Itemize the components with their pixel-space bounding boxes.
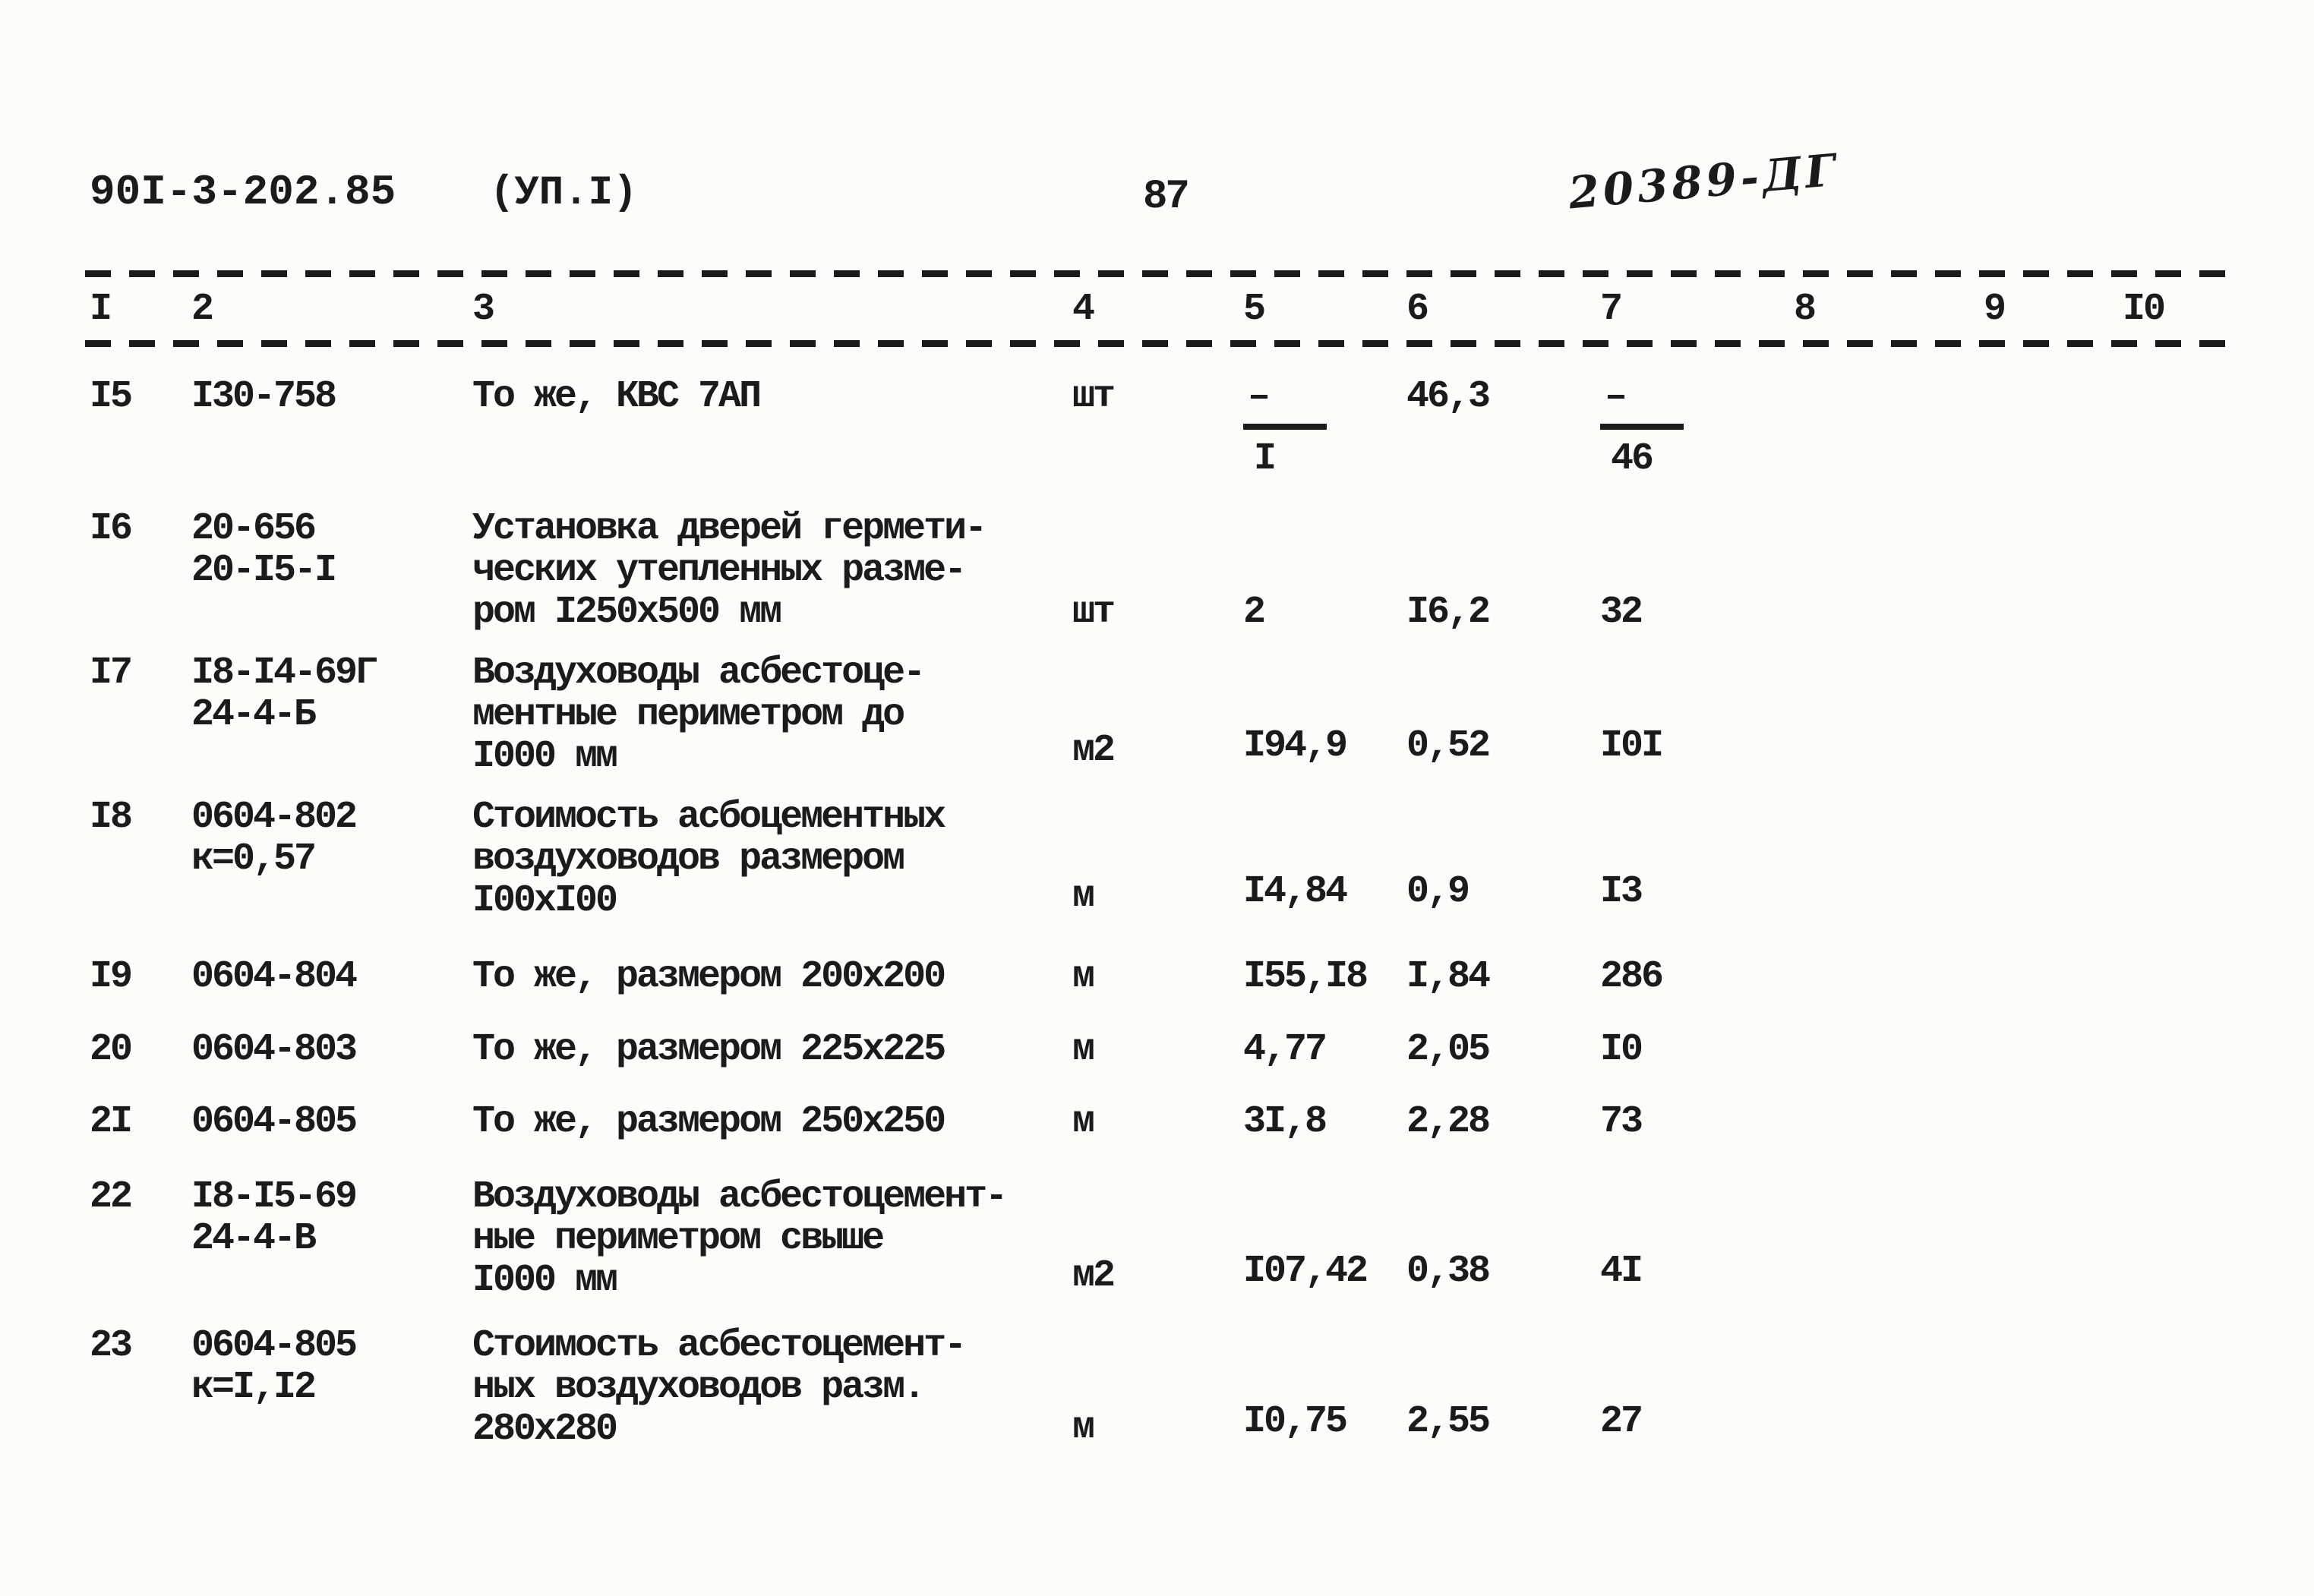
total-cell: I0I	[1600, 724, 1664, 768]
row-number: I5	[90, 375, 133, 418]
unit-cell: м2	[1072, 1254, 1116, 1298]
total-cell: 32	[1600, 591, 1643, 634]
table-header-rule-bottom	[85, 340, 2242, 347]
total-cell: I0	[1600, 1028, 1643, 1071]
description-line: ментные периметром до	[472, 693, 905, 736]
quantity-fraction: – I	[1243, 378, 1327, 478]
quantity-cell: 2	[1243, 591, 1266, 634]
page-number: 87	[1143, 174, 1190, 220]
column-number-3: 3	[472, 288, 495, 331]
unit-cell: м	[1072, 1100, 1095, 1143]
code-cell-line2: 24-4-В	[191, 1217, 317, 1260]
unit-price-cell: I,84	[1406, 955, 1491, 998]
description-line: ные периметром свыше	[472, 1217, 885, 1260]
total-fraction: – 46	[1600, 378, 1684, 478]
description-line: воздуховодов размером	[472, 837, 905, 881]
row-number: I9	[90, 955, 133, 998]
row-number: 20	[90, 1028, 133, 1071]
unit-cell: шт	[1072, 591, 1116, 634]
code-cell-line2: к=I,I2	[191, 1366, 317, 1409]
unit-price-cell: 0,9	[1406, 870, 1470, 913]
quantity-cell: 3I,8	[1243, 1100, 1327, 1143]
description-line: ных воздуховодов разм.	[472, 1366, 926, 1409]
description-line: То же, размером 250х250	[472, 1100, 946, 1143]
unit-cell: м	[1072, 875, 1095, 918]
total-cell: 286	[1600, 955, 1664, 998]
unit-cell: шт	[1072, 375, 1116, 418]
unit-price-cell: 2,05	[1406, 1028, 1491, 1071]
description-line: I000 мм	[472, 735, 618, 778]
row-number: 23	[90, 1324, 133, 1367]
code-cell-line2: 20-I5-I	[191, 549, 337, 592]
code-cell: 0604-805	[191, 1100, 358, 1143]
quantity-cell: I55,I8	[1243, 955, 1369, 998]
column-number-2: 2	[191, 288, 214, 331]
total-cell: 4I	[1600, 1250, 1643, 1293]
quantity-cell: I4,84	[1243, 870, 1348, 913]
code-cell: 0604-804	[191, 955, 358, 998]
column-number-6: 6	[1406, 288, 1429, 331]
description-line: ром I250х500 мм	[472, 591, 782, 634]
description-line: I00хI00	[472, 879, 618, 923]
column-number-10: I0	[2123, 288, 2166, 331]
column-number-7: 7	[1600, 288, 1623, 331]
column-number-5: 5	[1243, 288, 1266, 331]
code-cell: 0604-803	[191, 1028, 358, 1071]
quantity-cell: 4,77	[1243, 1028, 1327, 1071]
unit-price-cell: 0,38	[1406, 1250, 1491, 1293]
quantity-cell: I07,42	[1243, 1250, 1369, 1293]
total-cell: 27	[1600, 1400, 1643, 1443]
unit-price-cell: I6,2	[1406, 591, 1491, 634]
column-number-1: I	[90, 288, 112, 331]
description-line: ческих утепленных разме-	[472, 549, 967, 592]
row-number: I6	[90, 507, 133, 550]
row-number: 2I	[90, 1100, 133, 1143]
code-cell-line2: 24-4-Б	[191, 693, 317, 736]
unit-price-cell: 0,52	[1406, 724, 1491, 768]
quantity-cell: I94,9	[1243, 724, 1348, 768]
description-line: То же, размером 225х225	[472, 1028, 946, 1071]
unit-cell: м	[1072, 1028, 1095, 1071]
unit-price-cell: 2,55	[1406, 1400, 1491, 1443]
column-number-9: 9	[1984, 288, 2006, 331]
row-number: 22	[90, 1175, 133, 1219]
section-label: (УП.I)	[490, 170, 638, 216]
table-header-rule-top	[85, 270, 2242, 277]
description-line: Воздуховоды асбестоцемент-	[472, 1175, 1008, 1219]
description-line: Стоимость асбестоцемент-	[472, 1324, 967, 1367]
code-cell-line2: к=0,57	[191, 837, 317, 881]
description-line: I000 мм	[472, 1259, 618, 1302]
unit-cell: м2	[1072, 729, 1116, 772]
description-line: Стоимость асбоцементных	[472, 796, 946, 839]
document-number: 90I-3-202.85	[90, 168, 396, 216]
description-line: 280х280	[472, 1408, 618, 1451]
total-fraction-bottom: 46	[1611, 437, 1654, 481]
total-cell: I3	[1600, 870, 1643, 913]
unit-price-cell: 46,3	[1406, 375, 1491, 418]
description-line: Воздуховоды асбестоце-	[472, 651, 926, 695]
row-number: I7	[90, 651, 133, 695]
quantity-cell: I0,75	[1243, 1400, 1348, 1443]
description-line: То же, размером 200х200	[472, 955, 946, 998]
quantity-fraction-top: –	[1243, 378, 1327, 430]
total-fraction-top: –	[1600, 378, 1684, 430]
code-cell: 0604-802	[191, 796, 358, 839]
total-cell: 73	[1600, 1100, 1643, 1143]
description-line: То же, КВС 7АП	[472, 375, 762, 418]
code-cell: 0604-805	[191, 1324, 358, 1367]
unit-cell: м	[1072, 955, 1095, 998]
description-line: Установка дверей гермети-	[472, 507, 987, 550]
row-number: I8	[90, 796, 133, 839]
column-number-4: 4	[1072, 288, 1095, 331]
handwritten-mark: 20389-ДГ	[1566, 144, 1842, 219]
code-cell: 20-656	[191, 507, 317, 550]
code-cell: I8-I4-69Г	[191, 651, 378, 695]
quantity-fraction-bottom: I	[1254, 437, 1277, 481]
unit-cell: м	[1072, 1406, 1095, 1449]
code-cell: I30-758	[191, 375, 337, 418]
code-cell: I8-I5-69	[191, 1175, 358, 1219]
unit-price-cell: 2,28	[1406, 1100, 1491, 1143]
column-number-8: 8	[1794, 288, 1817, 331]
